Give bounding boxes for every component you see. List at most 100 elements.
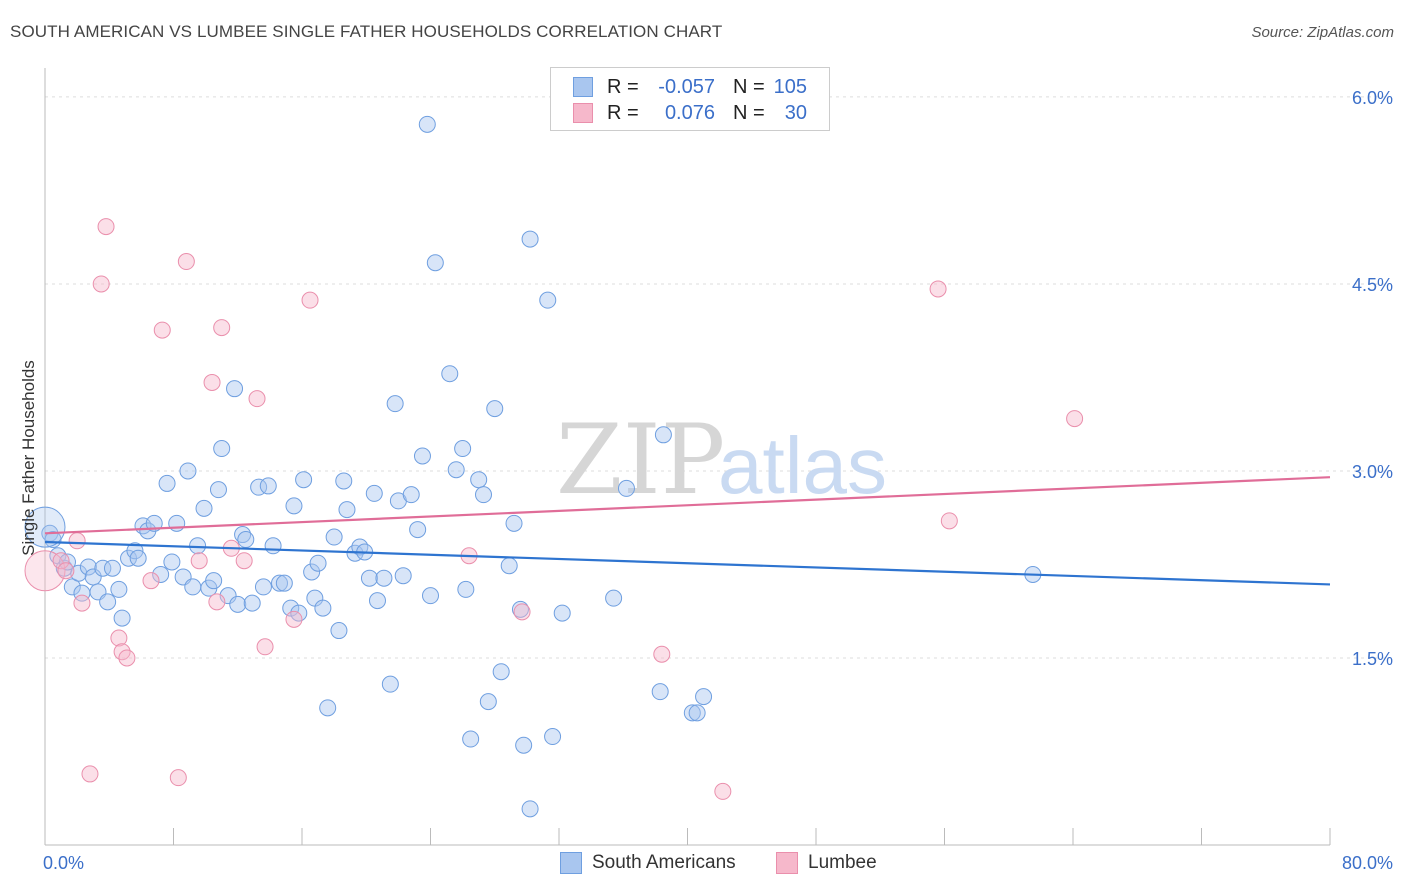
y-tick-label: 4.5%	[1352, 275, 1393, 295]
data-point	[235, 552, 253, 570]
data-point	[351, 538, 369, 556]
data-point	[190, 552, 208, 570]
pink-swatch-icon	[776, 852, 798, 874]
south-americans-points	[24, 115, 1042, 818]
data-point	[309, 554, 327, 572]
data-point	[654, 426, 672, 444]
data-point	[605, 589, 623, 607]
data-point	[500, 557, 518, 575]
data-point	[441, 365, 459, 383]
data-point	[52, 552, 70, 570]
data-point	[413, 447, 431, 465]
legend-item-south-americans[interactable]: South Americans	[560, 852, 736, 874]
data-point	[237, 531, 255, 549]
data-point	[553, 604, 571, 622]
south-americans-trend-line	[44, 540, 1331, 586]
data-point	[103, 559, 121, 577]
data-point	[486, 400, 504, 418]
source-label: Source: ZipAtlas.com	[1251, 24, 1394, 41]
correlation-legend: R = -0.057 N = 105 R = 0.076 N = 30	[550, 67, 830, 131]
data-point	[365, 484, 383, 502]
data-point	[226, 380, 244, 398]
data-point	[521, 800, 539, 818]
data-point	[695, 688, 713, 706]
data-point	[153, 321, 171, 339]
data-point	[475, 486, 493, 504]
data-point	[521, 230, 539, 248]
legend-label: South Americans	[592, 852, 736, 873]
grid-lines	[45, 96, 1390, 659]
data-point	[271, 574, 289, 592]
data-point	[929, 280, 947, 298]
data-point	[24, 550, 66, 592]
data-point	[99, 593, 117, 611]
data-point	[275, 574, 293, 592]
data-point	[189, 537, 207, 555]
data-point	[617, 479, 635, 497]
data-point	[368, 592, 386, 610]
data-point	[79, 558, 97, 576]
data-point	[195, 499, 213, 517]
data-point	[479, 693, 497, 711]
data-point	[243, 594, 261, 612]
data-point	[360, 569, 378, 587]
data-point	[418, 115, 436, 133]
data-point	[282, 599, 300, 617]
trend-lines	[44, 476, 1331, 586]
data-point	[259, 477, 277, 495]
data-point	[142, 572, 160, 590]
data-point	[381, 675, 399, 693]
data-point	[295, 471, 313, 489]
data-point	[118, 649, 136, 667]
data-point	[92, 275, 110, 293]
data-point	[73, 594, 91, 612]
data-point	[97, 218, 115, 236]
data-point	[169, 769, 187, 787]
data-point	[63, 578, 81, 596]
data-point	[248, 390, 266, 408]
data-point	[57, 562, 75, 580]
data-point	[539, 291, 557, 309]
data-point	[184, 578, 202, 596]
data-point	[544, 728, 562, 746]
tick-labels: 1.5% 3.0% 4.5% 6.0% 0.0% 80.0%	[43, 88, 1393, 873]
blue-swatch-icon	[573, 77, 593, 97]
data-point	[454, 440, 472, 458]
y-tick-label: 6.0%	[1352, 88, 1393, 108]
legend-row-lumbee: R = 0.076 N = 30	[573, 100, 807, 126]
data-point	[285, 610, 303, 628]
data-point	[940, 512, 958, 530]
legend-item-lumbee[interactable]: Lumbee	[776, 852, 877, 874]
x-tick-label: 80.0%	[1342, 853, 1393, 873]
data-point	[470, 471, 488, 489]
data-point	[163, 553, 181, 571]
data-point	[651, 683, 669, 701]
pink-swatch-icon	[573, 103, 593, 123]
data-point	[158, 474, 176, 492]
data-point	[386, 395, 404, 413]
data-point	[256, 638, 274, 656]
data-point	[203, 373, 221, 391]
data-point	[422, 587, 439, 605]
data-point	[714, 782, 732, 800]
blue-swatch-icon	[560, 852, 582, 874]
data-point	[653, 645, 671, 663]
data-point	[285, 497, 303, 515]
r-value: -0.057	[658, 75, 715, 98]
data-point	[205, 572, 223, 590]
data-point	[457, 580, 475, 598]
n-value: 30	[784, 101, 807, 124]
data-point	[110, 629, 128, 647]
data-point	[683, 704, 701, 722]
data-point	[462, 730, 480, 748]
data-point	[409, 521, 427, 539]
data-point	[70, 564, 88, 582]
data-point	[319, 699, 337, 717]
data-point	[301, 291, 319, 309]
legend-label: Lumbee	[808, 852, 877, 873]
data-point	[81, 765, 99, 783]
data-point	[208, 593, 226, 611]
data-point	[213, 440, 231, 458]
data-point	[335, 472, 353, 490]
